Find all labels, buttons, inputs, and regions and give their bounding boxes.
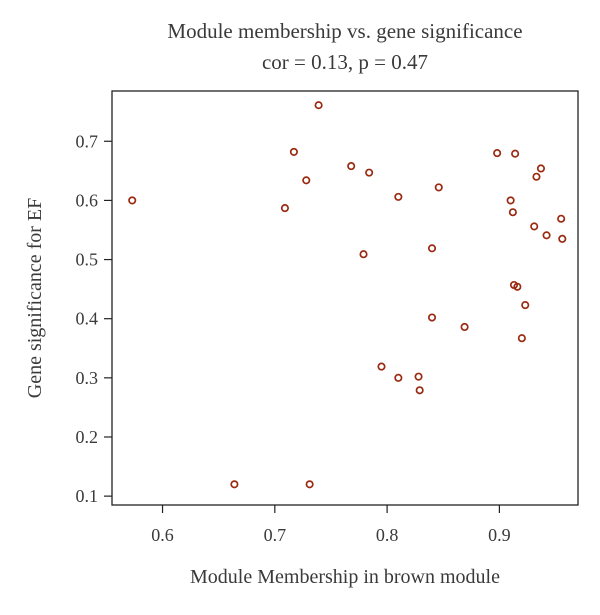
data-point	[493, 149, 502, 158]
data-point	[230, 480, 239, 489]
y-tick-label: 0.4	[76, 309, 99, 329]
data-point	[347, 162, 356, 171]
x-tick-label: 0.7	[264, 525, 287, 545]
x-tick-label: 0.6	[151, 525, 174, 545]
data-point	[302, 176, 311, 185]
data-point	[434, 183, 443, 192]
data-point	[280, 204, 289, 213]
y-tick-label: 0.6	[76, 190, 99, 210]
y-tick-label: 0.5	[76, 250, 99, 270]
data-point	[542, 231, 551, 240]
data-point	[414, 372, 423, 381]
data-point	[517, 334, 526, 343]
plot-frame	[111, 90, 579, 506]
data-point	[377, 362, 386, 371]
x-axis-label: Module Membership in brown module	[190, 566, 500, 588]
data-point	[530, 222, 539, 231]
data-point	[532, 172, 541, 181]
data-point	[305, 480, 314, 489]
data-point	[314, 101, 323, 110]
data-point	[415, 386, 424, 395]
data-point	[365, 168, 374, 177]
data-point	[558, 234, 567, 243]
data-point	[359, 250, 368, 259]
data-point	[394, 192, 403, 201]
y-tick-label: 0.2	[76, 427, 99, 447]
data-point	[513, 282, 522, 291]
data-point	[289, 147, 298, 156]
data-point	[427, 244, 437, 253]
y-tick-label: 0.3	[76, 368, 99, 388]
x-tick-label: 0.8	[376, 525, 399, 545]
data-point	[536, 164, 545, 173]
x-tick-label: 0.9	[488, 525, 511, 545]
data-point	[511, 149, 520, 158]
y-axis: 0.1 0.2 0.3 0.4 0.5 0.6 0.7	[76, 131, 112, 506]
data-point	[557, 214, 566, 223]
data-point	[394, 373, 403, 382]
chart-title: Module membership vs. gene significance	[167, 19, 522, 43]
y-tick-label: 0.1	[76, 486, 99, 506]
y-tick-label: 0.7	[76, 131, 99, 151]
data-points	[128, 101, 567, 489]
data-point	[427, 313, 437, 322]
x-axis: 0.6 0.7 0.8 0.9	[151, 505, 511, 545]
data-point	[506, 196, 515, 205]
data-point	[521, 301, 530, 310]
data-point	[508, 208, 517, 217]
chart-subtitle: cor = 0.13, p = 0.47	[262, 50, 428, 74]
data-point	[128, 196, 137, 205]
y-axis-label: Gene significance for EF	[24, 198, 46, 398]
data-point	[460, 322, 469, 332]
